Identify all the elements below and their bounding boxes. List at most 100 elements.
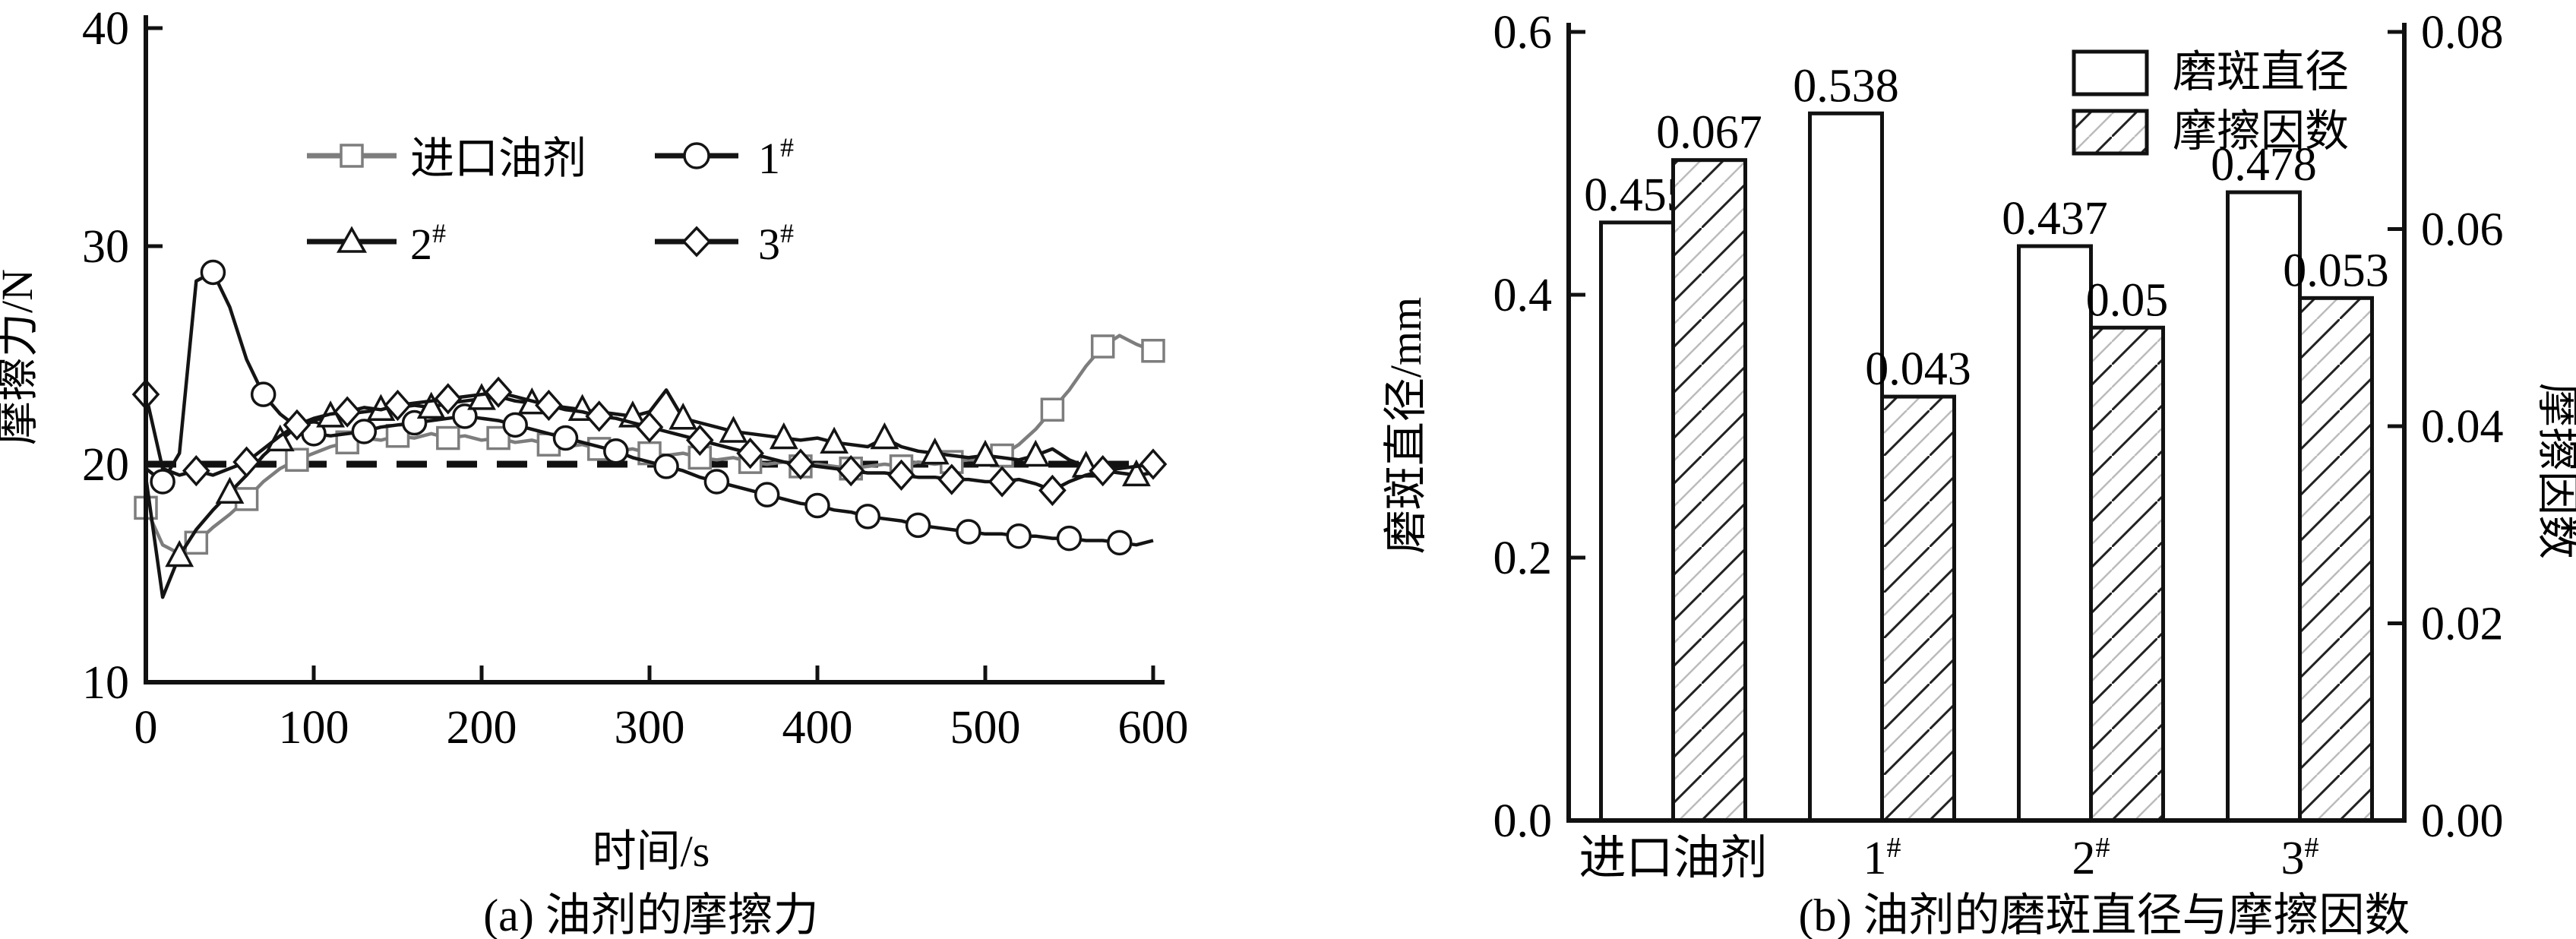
triangle-marker bbox=[769, 422, 798, 450]
diamond-marker bbox=[937, 463, 966, 495]
friction-value-label: 0.043 bbox=[1865, 343, 1971, 395]
circle-marker bbox=[552, 425, 579, 451]
left-tick-label: 0.4 bbox=[1493, 270, 1553, 321]
triangle-marker bbox=[920, 437, 950, 465]
y-axis-label-right-b: 摩擦因数 bbox=[2533, 383, 2576, 559]
diamond-marker bbox=[434, 383, 463, 415]
right-tick-label: 0.08 bbox=[2421, 7, 2504, 58]
diamond-marker bbox=[635, 411, 664, 443]
circle-marker bbox=[956, 519, 981, 545]
circle-marker bbox=[653, 454, 679, 479]
diamond-marker bbox=[736, 438, 764, 470]
diamond-marker bbox=[384, 389, 412, 422]
circle-marker bbox=[452, 403, 478, 429]
triangle-marker bbox=[1121, 459, 1151, 487]
square-marker bbox=[1090, 334, 1115, 359]
square-marker bbox=[285, 447, 309, 473]
y-tick-label: 40 bbox=[82, 3, 129, 55]
left-tick-label: 0.0 bbox=[1493, 795, 1553, 847]
diameter-value-label: 0.538 bbox=[1793, 60, 1899, 112]
caption-b: (b) 油剂的磨斑直径与摩擦因数 bbox=[1799, 890, 2410, 939]
y-tick-label: 30 bbox=[82, 221, 129, 273]
triangle-marker bbox=[215, 476, 245, 504]
friction-bar bbox=[2298, 296, 2374, 823]
diameter-bar bbox=[1599, 220, 1675, 823]
x-tick-label: 200 bbox=[447, 702, 517, 754]
circle-marker bbox=[754, 482, 780, 507]
series-line-circle bbox=[144, 270, 1154, 547]
legend-label-2: 2# bbox=[410, 218, 446, 269]
y-tick-label: 10 bbox=[82, 657, 129, 709]
y-tick-label: 20 bbox=[82, 439, 129, 491]
square-marker bbox=[1141, 339, 1165, 363]
diameter-bar bbox=[2017, 244, 2093, 823]
diamond-marker bbox=[887, 459, 915, 491]
circle-marker bbox=[150, 469, 175, 495]
legend-a: 进口油剂 1# 2# 3# bbox=[307, 132, 794, 269]
diamond-marker bbox=[283, 409, 311, 441]
legend-label-3: 3# bbox=[758, 218, 794, 269]
diamond-marker bbox=[685, 424, 714, 457]
diamond-marker bbox=[535, 389, 563, 422]
diamond-marker-icon bbox=[681, 226, 712, 258]
friction-bar bbox=[1880, 394, 1956, 823]
category-label: 2# bbox=[2072, 832, 2110, 884]
friction-bar bbox=[1671, 158, 1747, 823]
friction-value-label: 0.05 bbox=[2086, 274, 2169, 326]
category-label: 1# bbox=[1863, 832, 1901, 884]
square-marker bbox=[436, 425, 460, 451]
category-label: 进口油剂 bbox=[1579, 833, 1767, 884]
diamond-marker bbox=[232, 446, 261, 478]
diamond-marker bbox=[333, 396, 362, 428]
right-tick-label: 0.04 bbox=[2421, 401, 2504, 453]
circle-marker bbox=[603, 438, 629, 464]
axis-ticks-b: 0.0 0.2 0.4 0.6 0.00 0.02 0.04 0.06 0.08 进口油剂 1# 2#… bbox=[1493, 7, 2504, 884]
axes-frame-b bbox=[1566, 23, 2407, 823]
square-marker bbox=[1040, 397, 1065, 422]
square-marker-icon bbox=[340, 144, 364, 168]
axes-frame-a bbox=[144, 15, 1165, 684]
hatched-bar-swatch-icon bbox=[2072, 109, 2149, 156]
circle-marker bbox=[1006, 523, 1032, 549]
legend-label-friction: 摩擦因数 bbox=[2173, 106, 2349, 156]
right-tick-label: 0.02 bbox=[2421, 599, 2504, 650]
legend-label-1: 1# bbox=[758, 132, 794, 183]
circle-marker bbox=[703, 469, 730, 495]
diamond-marker bbox=[1139, 448, 1168, 480]
diamond-marker bbox=[585, 400, 614, 432]
circle-marker bbox=[855, 504, 881, 530]
circle-marker-icon bbox=[683, 142, 710, 169]
circle-marker bbox=[250, 381, 277, 407]
x-tick-label: 500 bbox=[950, 702, 1021, 754]
friction-bar bbox=[2089, 325, 2165, 823]
diamond-marker bbox=[182, 454, 210, 487]
left-tick-label: 0.2 bbox=[1493, 533, 1553, 584]
circle-marker bbox=[1107, 530, 1133, 556]
triangle-marker bbox=[820, 426, 849, 454]
square-marker bbox=[687, 445, 713, 470]
category-label: 3# bbox=[2281, 832, 2319, 884]
triangle-marker bbox=[467, 383, 496, 410]
axis-ticks-a: 0 100 200 300 400 500 600 10 20 30 40 bbox=[82, 3, 1189, 754]
circle-marker bbox=[200, 259, 226, 286]
diamond-marker bbox=[836, 454, 865, 487]
open-bar-swatch-icon bbox=[2072, 49, 2149, 96]
circle-marker bbox=[351, 419, 378, 444]
diameter-value-label: 0.437 bbox=[2002, 193, 2108, 245]
caption-a: (a) 油剂的摩擦力 bbox=[483, 890, 819, 939]
diameter-bar bbox=[1808, 111, 1884, 823]
triangle-marker bbox=[971, 439, 1000, 467]
triangle-marker bbox=[870, 422, 899, 450]
x-tick-label: 600 bbox=[1118, 702, 1189, 754]
x-tick-label: 0 bbox=[134, 702, 158, 754]
panel-b-bar-chart: 0.4550.0670.5380.0430.4370.050.4780.053 … bbox=[1381, 7, 2576, 939]
triangle-marker-icon bbox=[336, 226, 368, 253]
x-tick-label: 100 bbox=[279, 702, 349, 754]
triangle-marker bbox=[668, 403, 698, 430]
right-tick-label: 0.00 bbox=[2421, 795, 2504, 847]
x-tick-label: 300 bbox=[615, 702, 685, 754]
panel-a-line-chart: 0 100 200 300 400 500 600 10 20 30 40 摩擦力/N 时间/s (… bbox=[0, 3, 1189, 939]
diamond-marker bbox=[1089, 454, 1117, 487]
